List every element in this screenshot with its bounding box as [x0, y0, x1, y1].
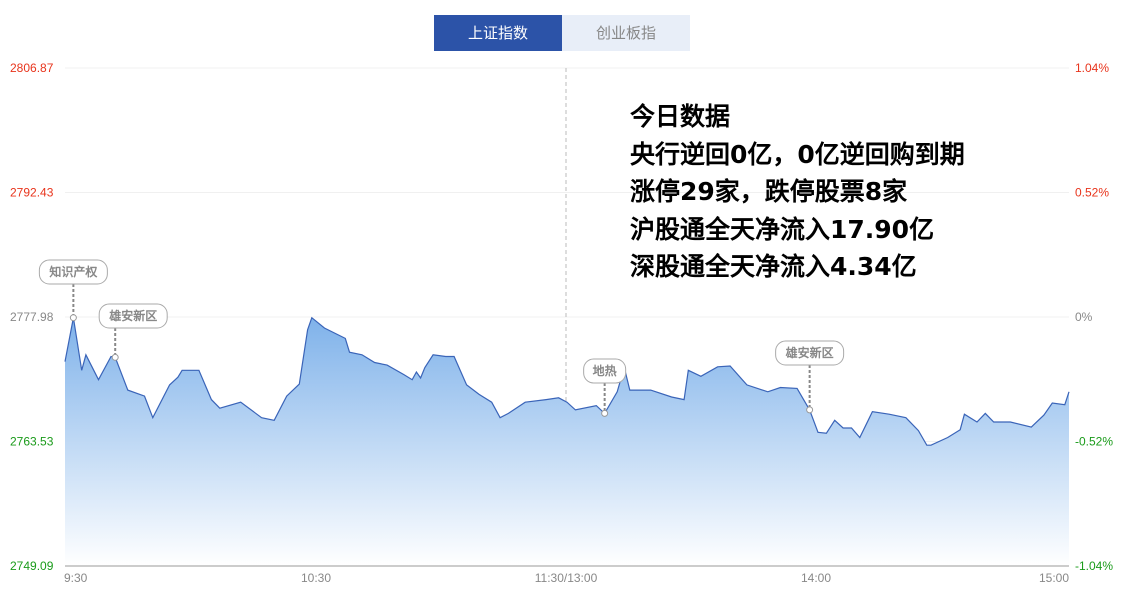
daily-data-panel: 今日数据 央行逆回0亿，0亿逆回购到期 涨停29家，跌停股票8家 沪股通全天净流… [630, 98, 965, 286]
daily-data-title: 今日数据 [630, 102, 731, 131]
left-tick-label: 2792.43 [10, 186, 54, 200]
right-tick-label: -1.04% [1075, 559, 1113, 573]
x-tick-label: 14:00 [801, 571, 831, 585]
price-area [65, 317, 1069, 566]
annotation-marker [601, 409, 609, 417]
right-tick-label: 0.52% [1075, 186, 1109, 200]
annotation-bubble [775, 340, 845, 366]
price-line [64, 316, 1070, 446]
tab-chinext-index[interactable]: 创业板指 [562, 15, 690, 51]
right-tick-label: -0.52% [1075, 435, 1113, 449]
annotation-bubble [98, 303, 168, 329]
annotation-label: 雄安新区 [108, 308, 157, 323]
x-tick-label: 11:30/13:00 [535, 571, 598, 585]
right-tick-label: 1.04% [1075, 61, 1109, 75]
annotation-marker [806, 406, 814, 414]
daily-data-line: 涨停29家，跌停股票8家 [630, 177, 908, 206]
tab-shanghai-index[interactable]: 上证指数 [434, 15, 562, 51]
annotation-bubble [38, 259, 108, 285]
annotation-label: 知识产权 [48, 264, 98, 279]
index-tabs: 上证指数 创业板指 [434, 15, 690, 51]
daily-data-line: 深股通全天净流入4.34亿 [630, 252, 917, 281]
left-tick-label: 2806.87 [10, 61, 54, 75]
x-tick-label: 15:00 [1039, 571, 1069, 585]
annotation-marker [111, 353, 119, 361]
left-tick-label: 2763.53 [10, 435, 54, 449]
annotation-bubble [583, 358, 627, 384]
right-tick-label: 0% [1075, 310, 1093, 324]
x-tick-label: 9:30 [64, 571, 88, 585]
daily-data-line: 央行逆回0亿，0亿逆回购到期 [630, 139, 965, 169]
daily-data-line: 沪股通全天净流入17.90亿 [630, 214, 935, 244]
x-tick-label: 10:30 [301, 571, 331, 585]
annotation-label: 雄安新区 [785, 345, 834, 360]
annotation-label: 地热 [593, 363, 617, 378]
annotation-marker [69, 314, 77, 322]
left-tick-label: 2777.98 [10, 310, 54, 324]
left-tick-label: 2749.09 [10, 559, 54, 573]
